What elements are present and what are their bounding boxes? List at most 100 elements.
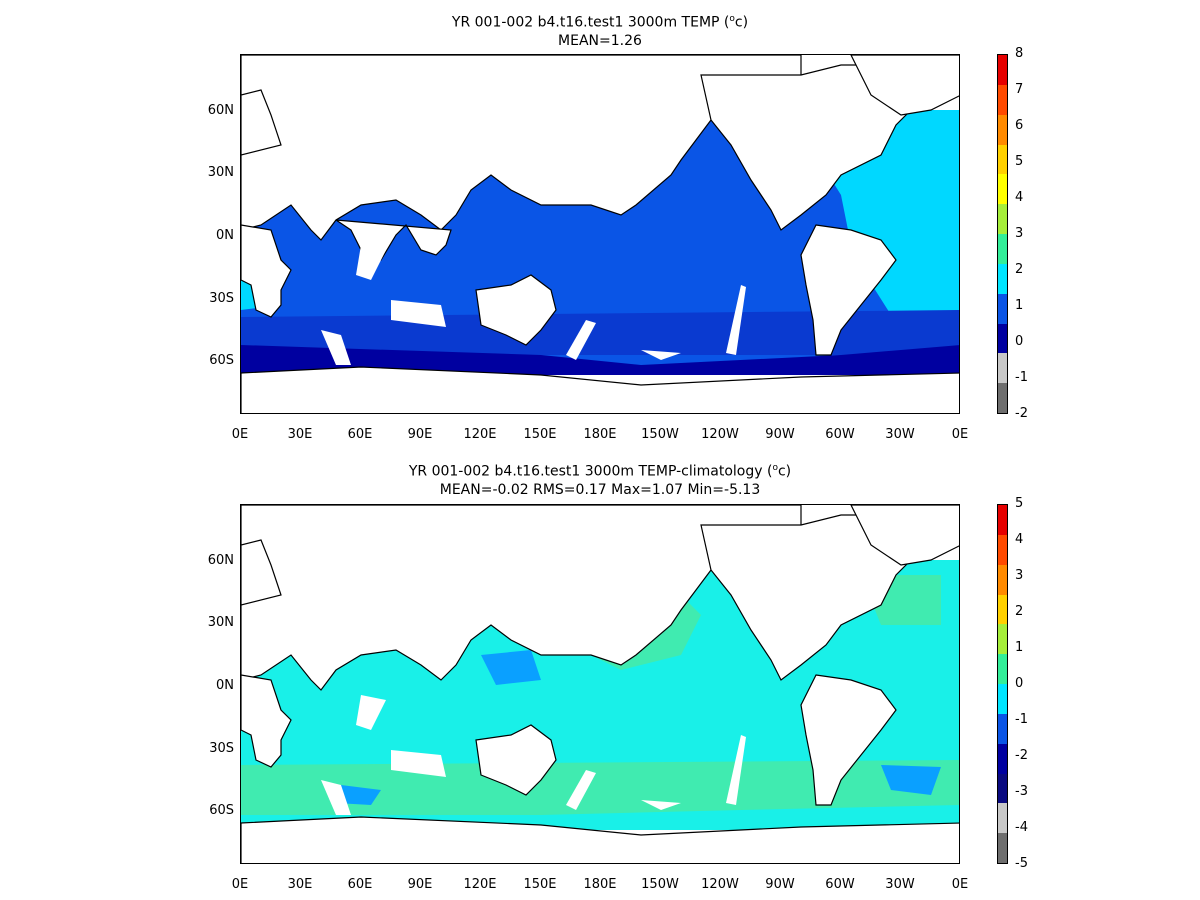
panel1-y-tick: 30S: [209, 291, 234, 306]
land-antarctica: [241, 366, 959, 413]
panel1-map-svg: [241, 55, 959, 413]
colorbar-label: 2: [1015, 604, 1024, 619]
panel1-x-tick: 90W: [765, 427, 795, 442]
colorbar-label: 8: [1015, 46, 1024, 61]
panel2-x-tick: 60W: [825, 877, 855, 892]
colorbar-label: 1: [1015, 640, 1024, 655]
colorbar-label: 1: [1015, 298, 1024, 313]
colorbar-segment: [998, 383, 1007, 414]
panel1-y-tick: 0N: [216, 228, 234, 243]
panel2-title: YR 001-002 b4.t16.test1 3000m TEMP-clima…: [240, 459, 960, 499]
panel1-title-line1: YR 001-002 b4.t16.test1 3000m TEMP (oc): [451, 14, 749, 31]
land-africa: [241, 674, 292, 768]
panel1-y-tick: 60S: [209, 353, 234, 368]
panel1-title: YR 001-002 b4.t16.test1 3000m TEMP (oc) …: [240, 10, 960, 50]
colorbar-label: 3: [1015, 226, 1024, 241]
colorbar-segment: [998, 144, 1007, 175]
southern-ocean-dark: [241, 345, 959, 375]
panel2-x-tick: 150W: [641, 877, 679, 892]
colorbar-segment: [998, 293, 1007, 324]
colorbar-label: 6: [1015, 118, 1024, 133]
colorbar-segment: [998, 654, 1007, 685]
panel1-x-tick: 0E: [231, 427, 249, 442]
colorbar-segment: [998, 353, 1007, 384]
panel1-x-tick: 30W: [885, 427, 915, 442]
panel2-x-tick: 0E: [231, 877, 249, 892]
panel2-x-tick: 60E: [347, 877, 373, 892]
land-eurasia: [241, 55, 802, 241]
colorbar-label: 5: [1015, 154, 1024, 169]
panel1-y-tick: 30N: [207, 165, 234, 180]
colorbar-segment: [998, 263, 1007, 295]
colorbar-segment: [998, 174, 1007, 205]
colorbar-segment: [998, 713, 1007, 745]
panel2-x-tick: 150E: [523, 877, 557, 892]
panel1-x-tick: 0E: [951, 427, 969, 442]
panel2-x-tick: 180E: [583, 877, 617, 892]
panel2-x-tick: 90W: [765, 877, 795, 892]
land-south-america: [800, 674, 897, 806]
continents: [241, 505, 959, 863]
land-australia: [475, 724, 557, 796]
panel1-x-tick: 120W: [701, 427, 739, 442]
colorbar-segment: [998, 323, 1007, 354]
colorbar-segment: [998, 114, 1007, 145]
panel2-map: [240, 504, 960, 864]
colorbar-label: 0: [1015, 334, 1024, 349]
colorbar-label: 2: [1015, 262, 1024, 277]
colorbar-label: 5: [1015, 496, 1024, 511]
panel1-title-line2: MEAN=1.26: [558, 32, 642, 49]
land-south-america: [800, 224, 897, 356]
panel2-y-tick: 30N: [207, 615, 234, 630]
panel1-colorbar: [997, 54, 1008, 414]
colorbar-segment: [998, 234, 1007, 265]
colorbar-segment: [998, 803, 1007, 834]
colorbar-label: -4: [1015, 820, 1028, 835]
colorbar-segment: [998, 84, 1007, 116]
panel2-x-tick: 30W: [885, 877, 915, 892]
panel2-x-tick: 0E: [951, 877, 969, 892]
land-africa: [241, 224, 292, 318]
colorbar-label: -2: [1015, 406, 1028, 421]
colorbar-segment: [998, 833, 1007, 864]
panel1-x-tick: 90E: [407, 427, 433, 442]
land-greenland: [850, 55, 959, 116]
panel1-x-tick: 150W: [641, 427, 679, 442]
panel2-y-tick: 30S: [209, 741, 234, 756]
undefined-patches: [321, 695, 746, 815]
panel2-title-line1: YR 001-002 b4.t16.test1 3000m TEMP-clima…: [408, 463, 792, 480]
land-antarctica: [241, 816, 959, 863]
panel2-y-tick: 60N: [207, 553, 234, 568]
land-europe-west: [241, 89, 282, 156]
panel1-x-tick: 60E: [347, 427, 373, 442]
land-europe-west: [241, 539, 282, 606]
panel2-x-tick: 120E: [463, 877, 497, 892]
panel1-x-tick: 30E: [287, 427, 313, 442]
colorbar-segment: [998, 505, 1007, 536]
panel2-map-svg: [241, 505, 959, 863]
colorbar-segment: [998, 624, 1007, 655]
colorbar-label: 4: [1015, 190, 1024, 205]
continents: [241, 55, 959, 413]
panel2-y-tick: 60S: [209, 803, 234, 818]
panel1-x-tick: 120E: [463, 427, 497, 442]
panel2-colorbar: [997, 504, 1008, 864]
colorbar-label: -3: [1015, 784, 1028, 799]
panel1-x-tick: 180E: [583, 427, 617, 442]
panel1-y-tick: 60N: [207, 103, 234, 118]
colorbar-segment: [998, 534, 1007, 566]
colorbar-label: -5: [1015, 856, 1028, 871]
colorbar-label: -2: [1015, 748, 1028, 763]
land-greenland: [850, 505, 959, 566]
colorbar-label: 3: [1015, 568, 1024, 583]
colorbar-label: -1: [1015, 712, 1028, 727]
land-eurasia: [241, 505, 802, 691]
panel2-x-tick: 120W: [701, 877, 739, 892]
panel2-x-tick: 30E: [287, 877, 313, 892]
colorbar-segment: [998, 743, 1007, 774]
colorbar-segment: [998, 684, 1007, 715]
colorbar-label: -1: [1015, 370, 1028, 385]
panel1-map: [240, 54, 960, 414]
panel2-title-line2: MEAN=-0.02 RMS=0.17 Max=1.07 Min=-5.13: [439, 481, 761, 498]
panel2-x-tick: 90E: [407, 877, 433, 892]
